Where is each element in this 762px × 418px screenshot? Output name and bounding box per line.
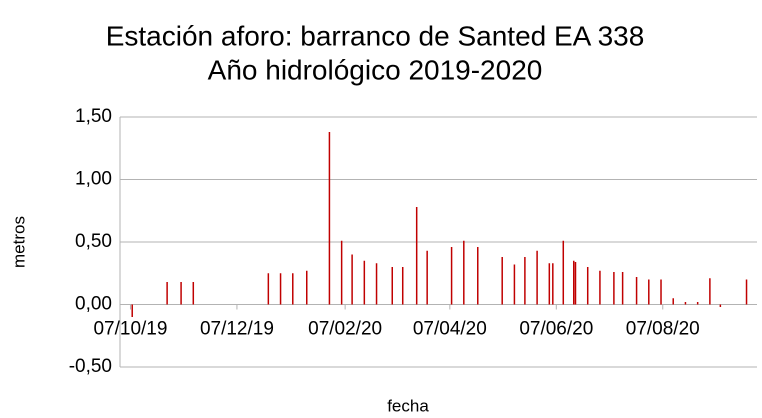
y-tick-label: 1,00 (75, 169, 112, 190)
x-tick-label: 07/06/20 (519, 319, 593, 340)
x-axis-title: fecha (387, 396, 429, 415)
y-tick-label: 1,50 (75, 106, 112, 127)
x-tick-label: 07/02/20 (308, 319, 382, 340)
x-tick-label: 07/12/19 (200, 319, 274, 340)
y-axis-title: metros (9, 216, 28, 268)
x-tick-label: 07/04/20 (413, 319, 487, 340)
y-tick-label: 0,00 (75, 294, 112, 315)
x-tick-label: 07/08/20 (626, 319, 700, 340)
chart-title: Estación aforo: barranco de Santed EA 33… (106, 20, 645, 51)
chart-subtitle: Año hidrológico 2019-2020 (208, 54, 543, 85)
y-tick-label: -0,50 (69, 356, 112, 377)
x-tick-label: 07/10/19 (93, 319, 167, 340)
y-tick-label: 0,50 (75, 231, 112, 252)
